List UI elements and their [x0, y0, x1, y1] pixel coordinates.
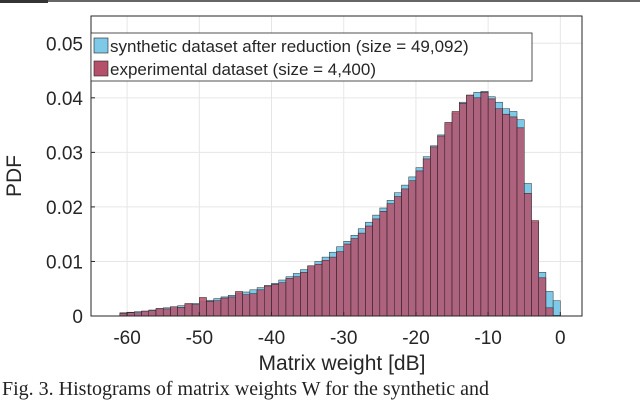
y-tick-label: 0.05 [46, 34, 83, 55]
experimental-bar [242, 294, 251, 317]
experimental-bar [379, 211, 388, 317]
legend-label-synthetic: synthetic dataset after reduction (size … [110, 37, 469, 56]
experimental-bar [502, 113, 511, 317]
y-tick-label: 0.03 [46, 143, 83, 164]
experimental-bar [256, 289, 265, 317]
y-tick-label: 0.02 [46, 198, 83, 219]
experimental-bar [473, 97, 482, 317]
x-tick-label: -10 [474, 328, 501, 349]
experimental-bar [249, 293, 258, 317]
synthetic-bar [552, 300, 561, 317]
x-tick-label: -20 [402, 328, 429, 349]
experimental-bar [415, 170, 424, 317]
experimental-bar [307, 265, 316, 317]
experimental-bar [495, 108, 503, 317]
experimental-bar [466, 94, 474, 317]
experimental-bar [227, 296, 236, 317]
experimental-bar [314, 263, 323, 317]
experimental-bar [264, 285, 272, 317]
experimental-bar [191, 304, 200, 317]
legend-swatch-experimental [93, 60, 109, 77]
legend-label-experimental: experimental dataset (size = 4,400) [110, 60, 376, 79]
experimental-bar [329, 256, 337, 317]
experimental-bar [350, 238, 359, 317]
experimental-bar [357, 232, 366, 317]
experimental-bar [271, 284, 279, 317]
y-axis-label: PDF [3, 155, 26, 197]
x-tick-label: -60 [113, 328, 140, 349]
experimental-bar [300, 272, 308, 317]
x-tick-label: 0 [555, 328, 566, 349]
experimental-bar [321, 260, 330, 317]
histogram-bars [119, 91, 561, 317]
y-tick-label: 0 [72, 307, 83, 328]
experimental-bar [148, 310, 157, 317]
experimental-bar [408, 180, 417, 317]
legend: synthetic dataset after reduction (size … [90, 32, 533, 82]
experimental-bar [141, 310, 149, 317]
experimental-bar [394, 196, 402, 317]
experimental-bar [220, 297, 229, 317]
experimental-bar [444, 122, 453, 317]
experimental-bar [343, 243, 352, 317]
x-tick-label: -50 [186, 328, 213, 349]
legend-swatch-synthetic [93, 37, 109, 54]
experimental-bar [480, 92, 489, 317]
y-tick-label: 0.04 [46, 89, 83, 110]
experimental-bar [170, 306, 178, 317]
experimental-bar [509, 116, 518, 317]
experimental-bar [184, 303, 193, 317]
experimental-bar [278, 282, 287, 317]
experimental-bar [155, 308, 164, 317]
x-axis-label: Matrix weight [dB] [259, 352, 426, 375]
experimental-bar [235, 291, 243, 317]
experimental-bar [177, 307, 186, 317]
experimental-bar [430, 146, 438, 317]
experimental-bar [292, 276, 301, 317]
experimental-bar [401, 188, 409, 317]
figure-caption: Fig. 3. Histograms of matrix weights W f… [0, 378, 640, 409]
plot-area-border [90, 15, 583, 317]
x-tick-label: -30 [330, 328, 357, 349]
experimental-bar [422, 158, 431, 317]
experimental-bar [459, 103, 467, 317]
experimental-bar [372, 218, 381, 317]
legend-box [90, 32, 533, 82]
experimental-bar [199, 297, 207, 317]
experimental-bar [162, 308, 171, 317]
experimental-bar [531, 220, 539, 317]
experimental-bar [524, 193, 532, 317]
experimental-bar [538, 277, 547, 317]
experimental-bar [206, 301, 214, 317]
figure-top-rule-tab [0, 0, 48, 3]
experimental-bar [213, 300, 222, 317]
experimental-bar [365, 225, 373, 317]
y-tick-label: 0.01 [46, 252, 83, 273]
experimental-bar [386, 203, 395, 317]
experimental-bar [285, 278, 294, 317]
experimental-bar [451, 111, 460, 317]
experimental-bar [487, 98, 496, 317]
experimental-bar [545, 307, 554, 317]
axis-ticks: -60 -50 -40 -30 -20 -10 0 0 0.01 0.02 0.03 0.04 0.05 [46, 34, 566, 349]
x-tick-label: -40 [258, 328, 285, 349]
experimental-bar [516, 127, 525, 317]
experimental-bar [336, 251, 344, 317]
experimental-bar [437, 135, 446, 317]
